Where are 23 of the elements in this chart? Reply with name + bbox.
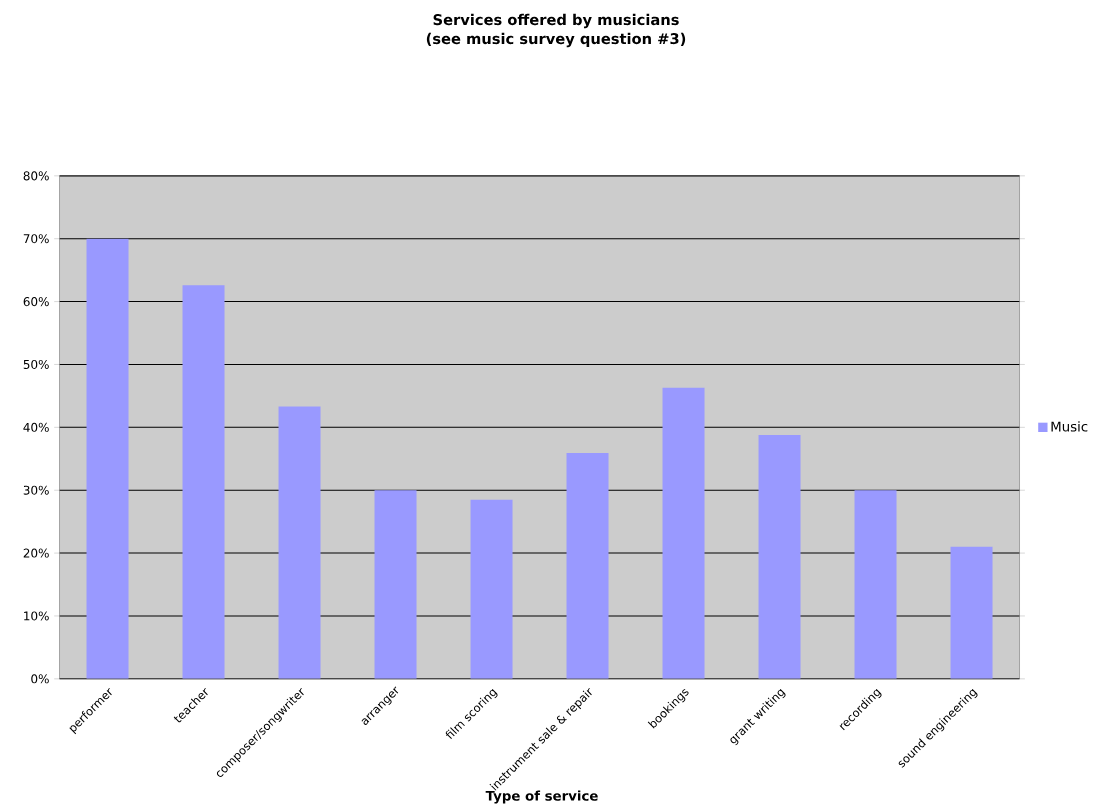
chart-title: Services offered by musicians [433, 13, 679, 29]
bar [566, 453, 609, 679]
y-tick-label: 0% [31, 674, 49, 684]
bar [470, 499, 513, 679]
chart-subtitle: (see music survey question #3) [426, 32, 686, 48]
y-tick-label: 20% [23, 548, 49, 558]
bar [854, 490, 897, 679]
y-tick-label: 60% [23, 297, 49, 307]
bar [278, 406, 321, 679]
bar [374, 490, 417, 679]
bar [182, 285, 225, 679]
y-tick-label: 70% [23, 234, 49, 244]
y-tick-label: 40% [23, 422, 49, 432]
x-axis-title: Type of service [485, 790, 598, 804]
y-tick-label: 50% [23, 359, 49, 369]
bar [86, 238, 129, 679]
legend-label: Music [1051, 421, 1088, 432]
bar [662, 387, 705, 679]
y-tick-label: 10% [24, 611, 49, 621]
bar [950, 546, 993, 679]
y-tick-label: 80% [23, 171, 49, 181]
bar [758, 434, 801, 679]
y-tick-label: 30% [23, 485, 49, 495]
